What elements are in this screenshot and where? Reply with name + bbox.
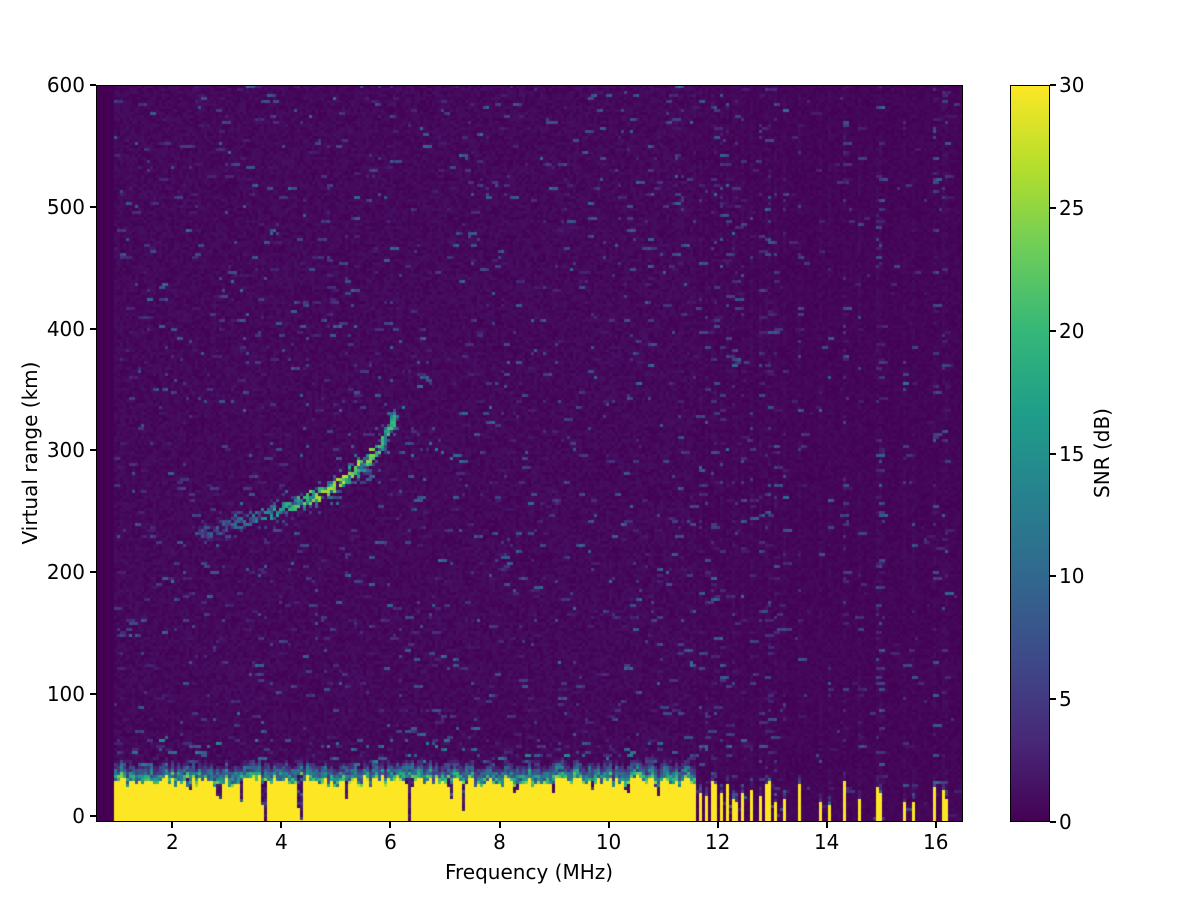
- x-tick-label: 8: [493, 830, 506, 854]
- x-tick-label: 14: [813, 830, 840, 854]
- x-tick-mark: [716, 822, 719, 828]
- colorbar-tick-label: 25: [1059, 195, 1085, 220]
- x-tick-mark: [934, 822, 937, 828]
- y-tick-mark: [90, 814, 96, 817]
- colorbar-tick-mark: [1050, 452, 1056, 455]
- y-axis-label: Virtual range (km): [18, 361, 42, 545]
- colorbar-tick-label: 0: [1059, 810, 1072, 834]
- y-tick-label: 100: [46, 682, 85, 707]
- colorbar-tick-label: 15: [1059, 441, 1085, 466]
- colorbar-tick-label: 10: [1059, 564, 1085, 589]
- y-tick-label: 0: [72, 803, 85, 828]
- colorbar-tick-mark: [1050, 206, 1056, 209]
- colorbar-tick-mark: [1050, 575, 1056, 578]
- y-tick-label: 500: [46, 194, 85, 219]
- x-tick-label: 4: [275, 830, 288, 854]
- x-tick-mark: [825, 822, 828, 828]
- colorbar-label: SNR (dB): [1090, 408, 1114, 498]
- y-tick-mark: [90, 571, 96, 574]
- y-tick-mark: [90, 327, 96, 330]
- x-axis-label: Frequency (MHz): [444, 860, 614, 884]
- colorbar-tick-label: 20: [1059, 318, 1085, 343]
- y-tick-mark: [90, 693, 96, 696]
- x-tick-label: 10: [595, 830, 622, 854]
- ionogram-heatmap-canvas: [96, 85, 963, 822]
- y-tick-label: 600: [46, 73, 85, 97]
- colorbar-tick-label: 30: [1059, 73, 1085, 97]
- colorbar-tick-mark: [1050, 329, 1056, 332]
- colorbar-tick-mark: [1050, 821, 1056, 823]
- x-tick-label: 16: [923, 830, 949, 854]
- x-tick-label: 12: [704, 830, 731, 854]
- colorbar-tick-label: 5: [1059, 687, 1072, 712]
- x-tick-label: 6: [384, 830, 397, 854]
- x-tick-mark: [389, 822, 392, 828]
- colorbar-canvas: [1010, 85, 1050, 822]
- y-tick-mark: [90, 205, 96, 208]
- x-tick-mark: [607, 822, 610, 828]
- x-tick-mark: [280, 822, 283, 828]
- y-tick-label: 400: [46, 316, 85, 341]
- colorbar-tick-mark: [1050, 84, 1056, 86]
- x-tick-mark: [171, 822, 174, 828]
- x-tick-label: 2: [165, 830, 179, 854]
- x-tick-mark: [498, 822, 501, 828]
- y-tick-label: 200: [46, 560, 85, 585]
- y-tick-mark: [90, 84, 96, 86]
- y-tick-label: 300: [46, 438, 85, 463]
- y-tick-mark: [90, 449, 96, 452]
- colorbar-tick-mark: [1050, 698, 1056, 701]
